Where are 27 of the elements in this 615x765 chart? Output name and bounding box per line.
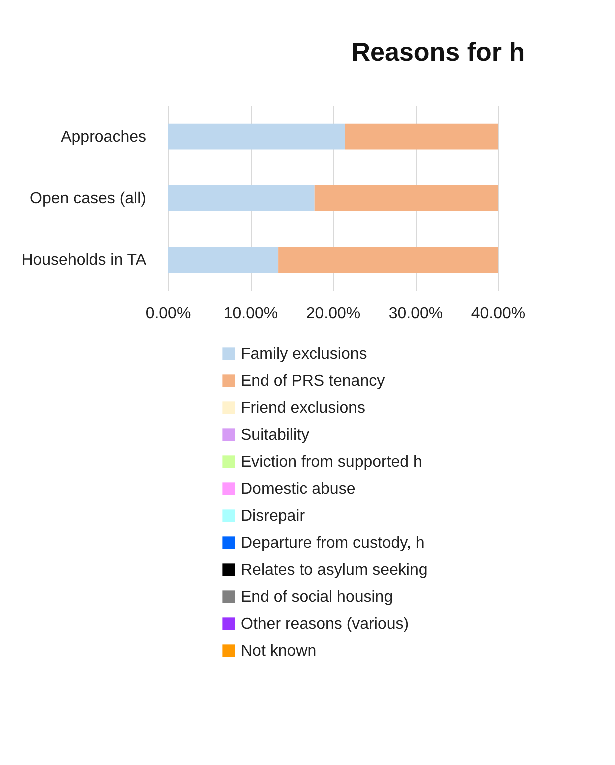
legend-label: End of social housing	[241, 589, 394, 606]
y-tick-label: Approaches	[61, 128, 146, 146]
legend-label: Relates to asylum seeking	[241, 562, 428, 579]
legend-label: Departure from custody, h	[241, 535, 425, 552]
x-tick-label: 40.00%	[471, 306, 526, 322]
legend-label: Domestic abuse	[241, 481, 356, 498]
x-tick-label: 20.00%	[306, 306, 361, 322]
x-tick-label: 0.00%	[146, 306, 192, 322]
legend-label: Suitability	[241, 427, 310, 444]
x-tick-label: 30.00%	[388, 306, 444, 322]
legend-label: Friend exclusions	[241, 400, 366, 417]
bar	[314, 186, 498, 212]
y-tick-label: Open cases (all)	[30, 190, 146, 208]
chart-title: Reasons for h	[352, 37, 526, 67]
bar	[345, 124, 498, 150]
legend-label: Family exclusions	[241, 346, 368, 363]
legend-label: End of PRS tenancy	[241, 373, 386, 390]
legend-label: Disrepair	[241, 508, 306, 525]
legend-label: Not known	[241, 643, 317, 660]
legend-label: Other reasons (various)	[241, 616, 410, 633]
x-tick-label: 10.00%	[224, 306, 278, 322]
bar	[168, 247, 279, 274]
bar	[168, 186, 315, 212]
y-tick-label: Households in TA	[22, 252, 147, 270]
bar	[278, 247, 498, 274]
bar	[168, 124, 346, 150]
legend-label: Eviction from supported h	[241, 454, 422, 471]
